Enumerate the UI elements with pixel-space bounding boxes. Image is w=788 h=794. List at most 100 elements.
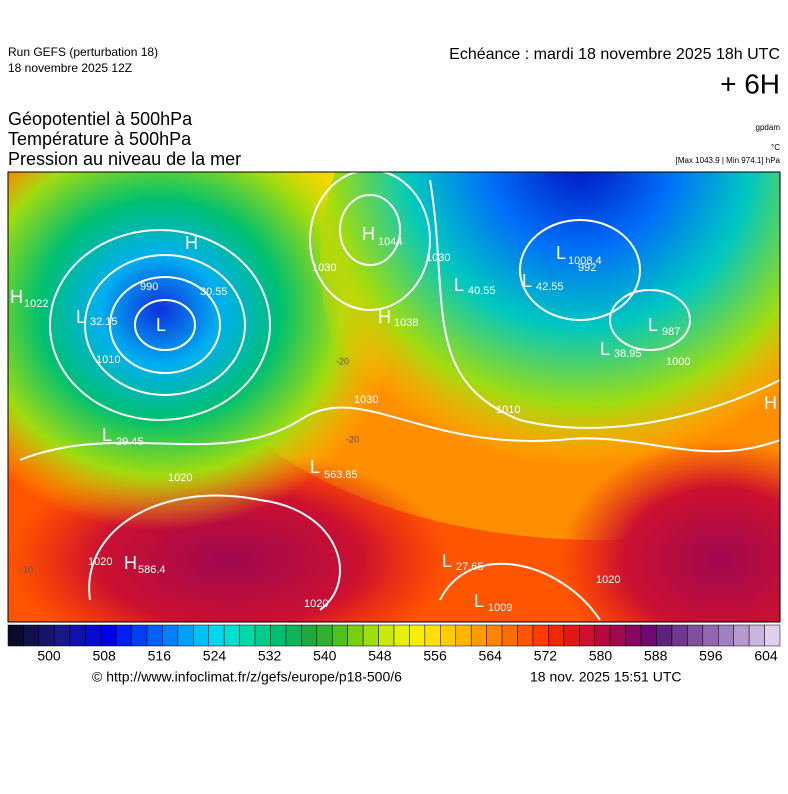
colorbar-tick-label: 564 [479, 648, 503, 664]
color-swatch [254, 624, 271, 647]
colorbar: 500 508 516 524 532 540 548 556 564 572 580 588 596 6… [7, 624, 781, 664]
low: L [76, 307, 86, 327]
color-swatch [424, 624, 441, 647]
low: L [556, 243, 566, 263]
colorbar-tick-label: 572 [534, 648, 558, 664]
high: H [124, 553, 137, 573]
color-swatch [671, 624, 688, 647]
color-swatch [702, 624, 719, 647]
temp-label: 32.15 [90, 316, 118, 328]
title: Pression au niveau de la mer [8, 149, 241, 169]
colorbar-tick-label: 604 [754, 648, 778, 664]
color-swatch [517, 624, 534, 647]
color-swatch [38, 624, 55, 647]
pressure-label: 1000 [666, 356, 690, 368]
color-swatch [69, 624, 86, 647]
high: H [10, 287, 23, 307]
low: L [474, 591, 484, 611]
low: L [442, 551, 452, 571]
color-swatch [84, 624, 101, 647]
pressure-label: 1020 [304, 598, 328, 610]
colorbar-tick-label: 596 [699, 648, 723, 664]
color-swatch [285, 624, 302, 647]
lead-time: + 6H [720, 68, 780, 99]
colorbar-tick-label: 588 [644, 648, 668, 664]
color-swatch [640, 624, 657, 647]
color-swatch [393, 624, 410, 647]
color-swatch [378, 624, 395, 647]
unit: [Max 1043.9 | Min 974.1] hPa [676, 156, 781, 165]
low: L [454, 275, 464, 295]
colorbar-tick-label: 516 [148, 648, 172, 664]
color-swatch [239, 624, 256, 647]
color-swatch [270, 624, 287, 647]
temp-label: 30.55 [200, 286, 228, 298]
color-swatch [625, 624, 642, 647]
colorbar-tick-label: 540 [313, 648, 337, 664]
isotherm-label: -20 [336, 356, 349, 366]
color-swatch [100, 624, 117, 647]
low: L [156, 315, 166, 335]
color-swatch [54, 624, 71, 647]
high: H [764, 393, 777, 413]
color-swatch [131, 624, 148, 647]
unit: °C [771, 143, 780, 152]
colorbar-tick-label: 508 [92, 648, 116, 664]
temp-label: 38.95 [614, 348, 642, 360]
color-swatch [362, 624, 379, 647]
pressure-label: 1020 [88, 556, 112, 568]
color-swatch [193, 624, 209, 647]
high: H [185, 233, 198, 253]
title: Géopotentiel à 500hPa [8, 109, 193, 129]
color-swatch [470, 624, 487, 647]
low: L [648, 315, 658, 335]
pressure-label: 1020 [168, 472, 192, 484]
map-labels: H 1022 L 32.15 990 H 30.55 L 1010 H 1044… [10, 224, 777, 614]
color-swatch [548, 624, 565, 647]
colorbar-tick-label: 524 [203, 648, 227, 664]
map: H 1022 L 32.15 990 H 30.55 L 1010 H 1044… [8, 172, 780, 622]
pressure-label: 1020 [596, 574, 620, 586]
color-swatch [455, 624, 472, 647]
run-date: 18 novembre 2025 12Z [8, 61, 132, 75]
low: L [522, 271, 532, 291]
color-swatch [301, 624, 318, 647]
map-frame [7, 171, 781, 623]
pressure-label: 1038 [394, 317, 418, 329]
color-swatch [162, 624, 179, 647]
valid-time: Echéance : mardi 18 novembre 2025 18h UT… [449, 46, 780, 63]
title: Température à 500hPa [8, 129, 192, 149]
pressure-label: 987 [662, 326, 680, 338]
high: H [362, 224, 375, 244]
isotherm-label: -10 [20, 564, 33, 574]
pressure-label: 992 [578, 262, 596, 274]
source: © http://www.infoclimat.fr/z/gefs/europe… [92, 669, 402, 685]
temp-label: 27.65 [456, 561, 484, 573]
low: L [102, 425, 112, 445]
color-swatch [764, 624, 781, 647]
pressure-label: 990 [140, 281, 158, 293]
color-swatch [115, 624, 132, 647]
generated: 18 nov. 2025 15:51 UTC [530, 669, 682, 685]
pressure-label: 1010 [496, 404, 520, 416]
color-swatch [687, 624, 704, 647]
color-swatch [331, 624, 348, 647]
color-swatch [594, 624, 611, 647]
color-swatch [563, 624, 580, 647]
color-swatch [609, 624, 626, 647]
high: H [378, 307, 391, 327]
color-swatch [347, 624, 364, 647]
isotherm-label: -20 [346, 434, 359, 444]
color-swatch [223, 624, 240, 647]
unit: gpdam [756, 123, 781, 132]
color-swatch [717, 624, 734, 647]
color-swatch [501, 624, 518, 647]
color-swatch [748, 624, 765, 647]
temp-label: 586.4 [138, 564, 166, 576]
pressure-label: 1030 [426, 252, 450, 264]
colorbar-tick-label: 580 [589, 648, 613, 664]
color-swatch [579, 624, 595, 647]
colorbar-tick-label: 548 [368, 648, 392, 664]
temp-label: 40.55 [468, 285, 496, 297]
